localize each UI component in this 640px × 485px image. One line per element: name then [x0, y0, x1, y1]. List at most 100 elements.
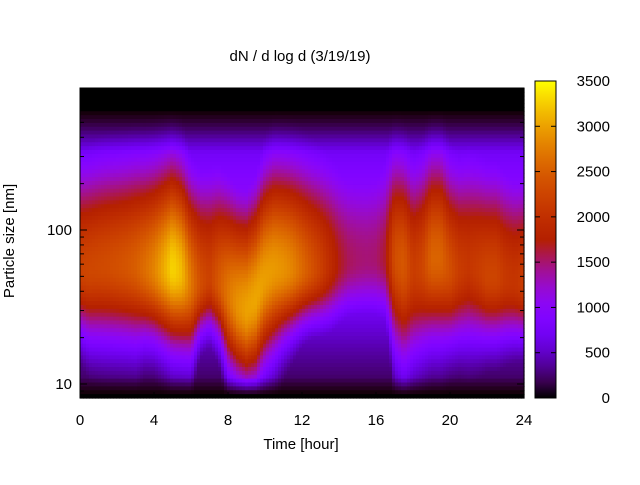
heatmap-cell — [98, 150, 102, 155]
heatmap-cell — [83, 107, 87, 112]
heatmap-cell — [206, 223, 210, 229]
heatmap-cell — [164, 188, 168, 194]
heatmap-cell — [218, 305, 222, 310]
heatmap-cell — [206, 196, 210, 201]
heatmap-cell — [80, 103, 84, 108]
heatmap-cell — [143, 134, 147, 139]
heatmap-cell — [215, 262, 219, 267]
heatmap-cell — [149, 363, 153, 368]
heatmap-cell — [203, 270, 207, 275]
heatmap-cell — [173, 111, 177, 116]
heatmap-cell — [137, 138, 141, 143]
heatmap-cell — [119, 181, 123, 186]
heatmap-cell — [125, 142, 129, 147]
heatmap-cell — [155, 119, 159, 124]
heatmap-cell — [221, 161, 225, 167]
heatmap-cell — [176, 374, 180, 380]
heatmap-cell — [218, 343, 222, 349]
heatmap-cell — [191, 212, 195, 217]
heatmap-cell — [140, 107, 144, 112]
heatmap-cell — [104, 99, 108, 105]
heatmap-cell — [206, 243, 210, 248]
heatmap-cell — [215, 293, 219, 298]
heatmap-cell — [179, 181, 183, 186]
heatmap-cell — [149, 308, 153, 314]
heatmap-cell — [125, 243, 129, 248]
heatmap-cell — [215, 305, 219, 310]
heatmap-cell — [146, 130, 150, 136]
heatmap-cell — [140, 184, 144, 190]
heatmap-cell — [110, 138, 114, 143]
heatmap-cell — [113, 339, 117, 345]
heatmap-cell — [209, 370, 213, 376]
heatmap-cell — [140, 258, 144, 263]
heatmap-cell — [182, 196, 186, 201]
heatmap-cell — [107, 142, 111, 147]
heatmap-cell — [113, 111, 117, 116]
heatmap-cell — [128, 208, 132, 213]
heatmap-cell — [146, 351, 150, 356]
heatmap-cell — [98, 355, 102, 360]
heatmap-cell — [185, 208, 189, 213]
heatmap-cell — [167, 243, 171, 248]
heatmap-cell — [128, 192, 132, 198]
heatmap-cell — [122, 305, 126, 310]
heatmap-cell — [101, 370, 105, 376]
heatmap-cell — [188, 122, 192, 128]
heatmap-cell — [176, 126, 180, 132]
heatmap-cell — [185, 146, 189, 151]
heatmap-cell — [173, 281, 177, 287]
heatmap-cell — [98, 277, 102, 283]
heatmap-cell — [185, 134, 189, 139]
heatmap-cell — [101, 262, 105, 267]
heatmap-cell — [131, 301, 135, 306]
heatmap-cell — [80, 266, 84, 271]
heatmap-cell — [107, 239, 111, 244]
heatmap-cell — [86, 107, 90, 112]
heatmap-cell — [164, 227, 168, 232]
heatmap-cell — [188, 115, 192, 120]
heatmap-cell — [173, 142, 177, 147]
heatmap-cell — [95, 367, 99, 372]
heatmap-cell — [194, 347, 198, 353]
heatmap-cell — [149, 262, 153, 267]
heatmap-cell — [194, 119, 198, 124]
heatmap-cell — [158, 262, 162, 267]
heatmap-cell — [149, 367, 153, 372]
heatmap-cell — [137, 374, 141, 380]
heatmap-cell — [143, 336, 147, 341]
heatmap-cell — [221, 91, 225, 97]
heatmap-cell — [98, 88, 102, 93]
heatmap-cell — [185, 343, 189, 349]
heatmap-cell — [197, 184, 201, 190]
heatmap-cell — [203, 196, 207, 201]
heatmap-cell — [83, 355, 87, 360]
heatmap-cell — [218, 301, 222, 306]
heatmap-cell — [197, 301, 201, 306]
heatmap-cell — [218, 370, 222, 376]
heatmap-cell — [194, 246, 198, 252]
heatmap-cell — [125, 394, 129, 399]
heatmap-cell — [170, 227, 174, 232]
heatmap-cell — [194, 390, 198, 395]
heatmap-cell — [188, 130, 192, 136]
heatmap-cell — [191, 107, 195, 112]
heatmap-cell — [224, 95, 228, 101]
heatmap-cell — [203, 184, 207, 190]
heatmap-cell — [101, 316, 105, 322]
heatmap-cell — [137, 359, 141, 364]
heatmap-cell — [137, 142, 141, 147]
heatmap-cell — [167, 359, 171, 364]
heatmap-cell — [221, 308, 225, 314]
heatmap-cell — [80, 204, 84, 209]
heatmap-cell — [167, 281, 171, 287]
heatmap-cell — [107, 130, 111, 136]
heatmap-cell — [92, 270, 96, 275]
heatmap-cell — [143, 370, 147, 376]
heatmap-cell — [116, 146, 120, 151]
heatmap-cell — [158, 347, 162, 353]
heatmap-cell — [140, 119, 144, 124]
heatmap-cell — [101, 235, 105, 240]
heatmap-cell — [140, 99, 144, 105]
heatmap-cell — [158, 99, 162, 105]
